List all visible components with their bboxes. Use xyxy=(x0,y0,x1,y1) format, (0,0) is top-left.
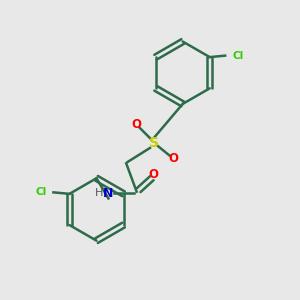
Text: O: O xyxy=(131,118,141,130)
Text: S: S xyxy=(149,136,160,150)
Text: Cl: Cl xyxy=(232,51,243,61)
Text: O: O xyxy=(168,152,178,165)
Text: N: N xyxy=(103,187,114,200)
Text: H: H xyxy=(95,188,103,197)
Text: Cl: Cl xyxy=(35,188,46,197)
Text: O: O xyxy=(149,168,159,181)
